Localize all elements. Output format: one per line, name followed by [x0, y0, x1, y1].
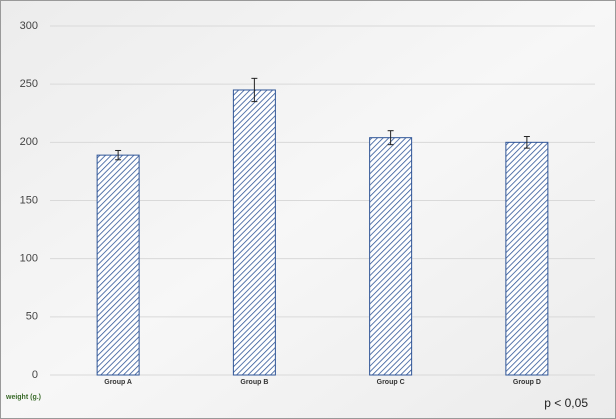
y-tick-label: 200	[20, 136, 38, 148]
x-tick-label: Group D	[513, 379, 541, 386]
y-tick-label: 250	[20, 78, 38, 90]
error-bar	[115, 149, 122, 161]
x-tick-label: Group C	[377, 379, 405, 386]
x-tick-label: Group A	[104, 379, 132, 386]
bar	[505, 141, 549, 376]
bar	[369, 137, 413, 376]
error-bar	[523, 136, 530, 149]
y-tick-label: 0	[32, 369, 38, 381]
annotation: p < 0,05	[544, 396, 588, 410]
bar	[232, 89, 276, 376]
y-axis-label: weight (g.)	[5, 394, 41, 401]
error-bar	[251, 77, 258, 103]
error-bar	[387, 130, 394, 146]
bar	[96, 154, 140, 376]
y-tick-label: 100	[20, 253, 38, 265]
x-tick-label: Group B	[240, 379, 268, 386]
y-tick-label: 150	[20, 194, 38, 206]
y-tick-label: 50	[26, 311, 38, 323]
y-tick-label: 300	[20, 20, 38, 32]
